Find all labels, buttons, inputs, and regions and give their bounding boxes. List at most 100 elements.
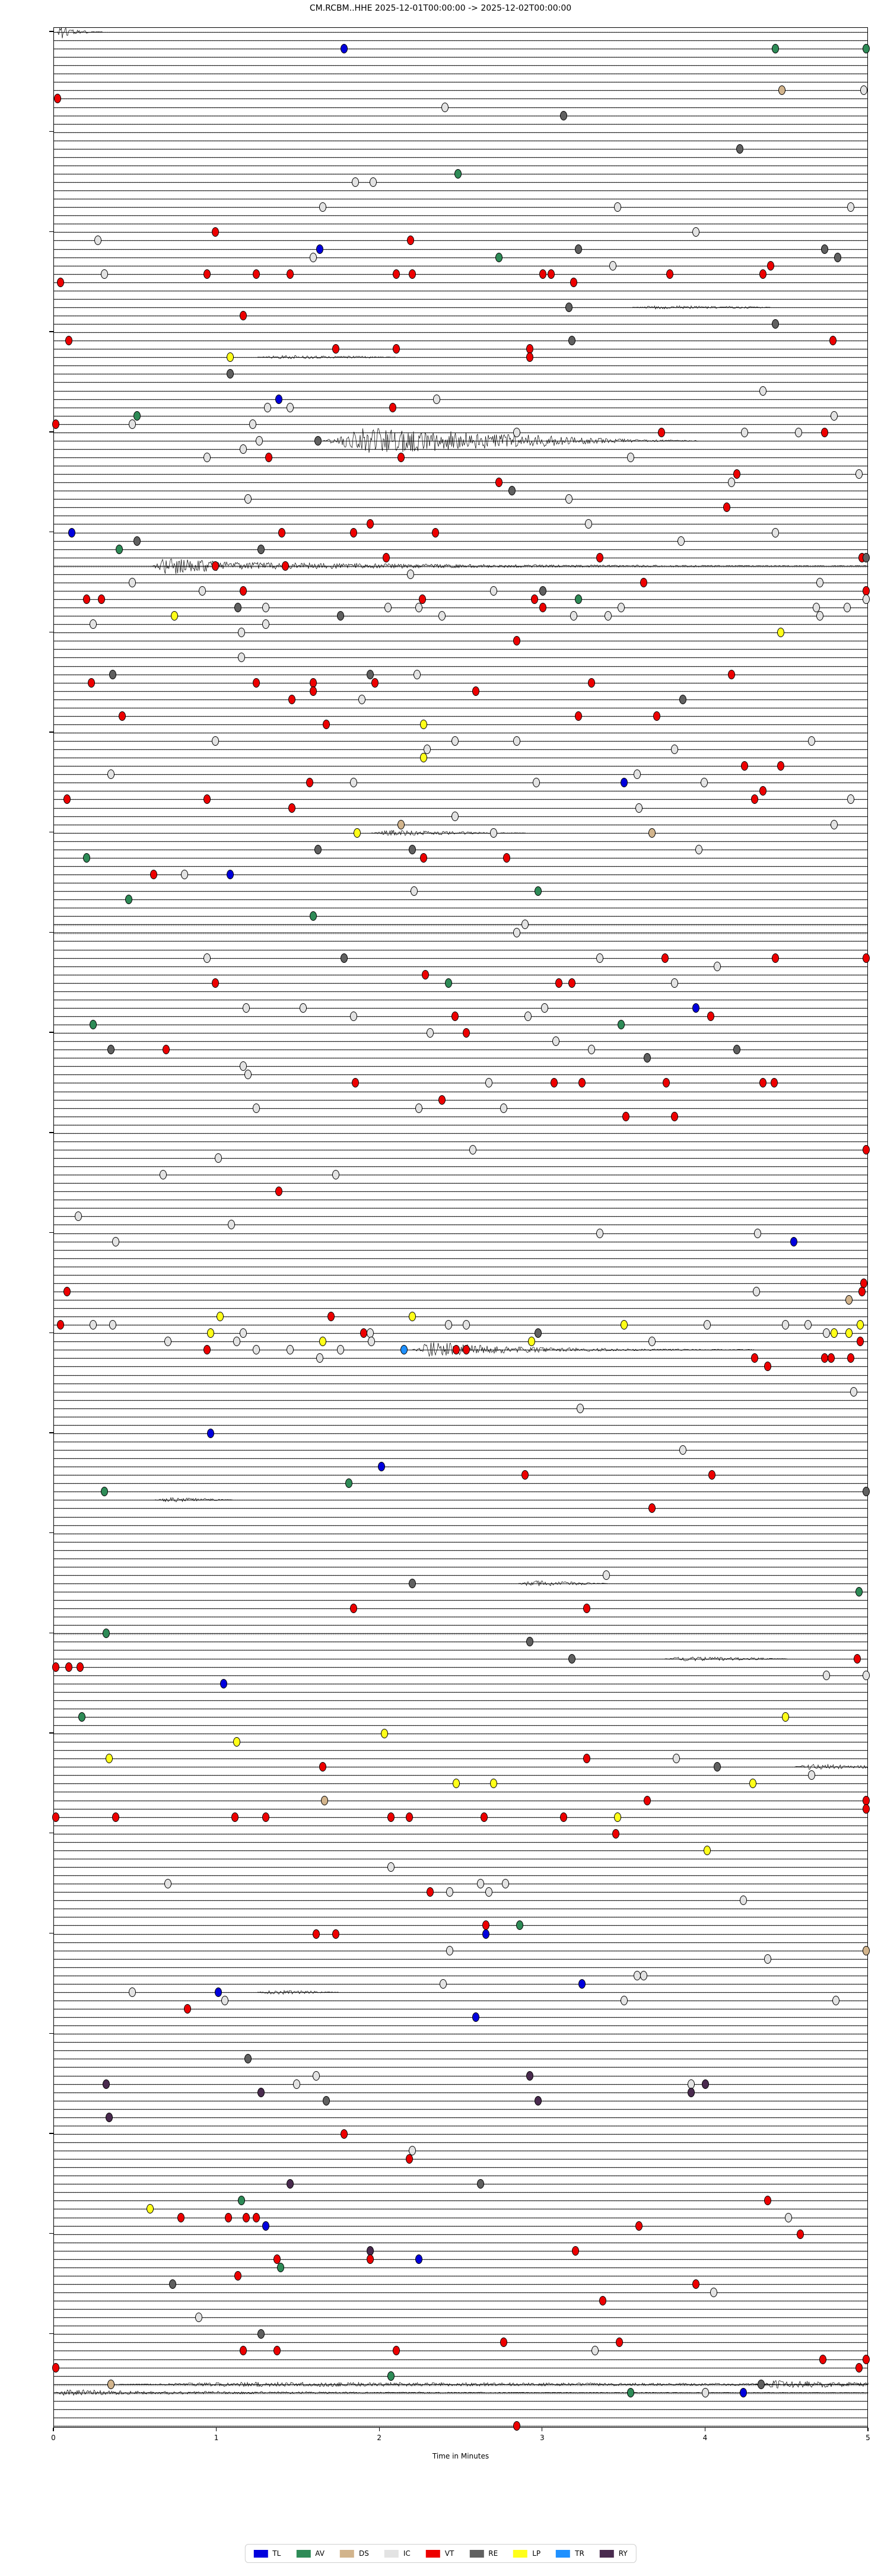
event-marker-vt [583, 1754, 590, 1764]
event-marker-ry [102, 2079, 110, 2089]
trace-row [54, 232, 867, 233]
event-marker-ic [300, 1003, 307, 1013]
event-marker-ic [785, 2212, 793, 2222]
trace-row [54, 240, 867, 241]
event-marker-vt [495, 478, 502, 488]
trace-row [54, 1600, 867, 1601]
event-marker-ds [320, 1795, 328, 1805]
event-marker-ic [262, 619, 269, 629]
trace-row [54, 1550, 867, 1551]
minute-tick-label: 2 [377, 2434, 381, 2442]
event-marker-ic [540, 1003, 548, 1013]
trace-row [54, 691, 867, 692]
event-marker-av [855, 1587, 863, 1597]
trace-row [54, 2292, 867, 2294]
event-marker-vt [547, 269, 555, 279]
event-marker-vt [65, 336, 72, 346]
event-marker-av [133, 411, 141, 421]
event-marker-vt [772, 953, 780, 963]
event-marker-av [627, 2387, 635, 2397]
event-marker-lp [831, 1328, 838, 1338]
event-marker-ic [262, 603, 269, 613]
event-marker-re [834, 252, 841, 262]
event-marker-ic [159, 1170, 167, 1180]
trace-noise [54, 565, 867, 568]
event-marker-ic [252, 1103, 260, 1113]
legend-label: DS [358, 2549, 369, 2558]
event-marker-ic [863, 1670, 870, 1680]
event-marker-re [534, 1328, 542, 1338]
event-marker-lp [453, 1779, 460, 1789]
event-marker-ic [634, 769, 641, 780]
event-marker-ic [847, 794, 854, 804]
event-marker-ic [198, 586, 206, 596]
event-marker-re [314, 844, 322, 854]
event-marker-vt [453, 1345, 460, 1355]
trace-row [54, 1366, 867, 1367]
event-marker-vt [252, 269, 260, 279]
trace-row [54, 1166, 867, 1168]
event-marker-ic [438, 611, 446, 621]
event-marker-ic [228, 1220, 236, 1230]
event-marker-tl [316, 244, 323, 254]
legend-item-av: AV [296, 2549, 325, 2558]
event-marker-vt [150, 869, 157, 879]
trace-row [54, 958, 867, 959]
event-marker-ic [249, 419, 256, 429]
trace-row [54, 2342, 867, 2343]
event-marker-vt [612, 1828, 620, 1839]
event-marker-vt [52, 419, 59, 429]
minute-tick [867, 2428, 869, 2431]
trace-row [54, 1333, 867, 1334]
trace-row [54, 40, 867, 42]
trace-row [54, 249, 867, 250]
event-marker-ds [107, 2379, 115, 2389]
waveform-burst [151, 558, 869, 574]
trace-row [54, 1958, 867, 1960]
event-marker-re [169, 2279, 177, 2289]
event-marker-vt [759, 269, 766, 279]
trace-row [54, 182, 867, 183]
event-marker-ic [427, 1028, 434, 1038]
event-marker-vt [262, 1812, 269, 1822]
event-marker-vt [658, 427, 666, 437]
event-marker-ic [237, 653, 245, 663]
trace-row [54, 549, 867, 550]
trace-row [54, 1258, 867, 1259]
hour-tick [49, 431, 53, 432]
event-marker-re [736, 144, 744, 154]
trace-row [54, 2067, 867, 2068]
waveform-burst [518, 1580, 608, 1586]
event-marker-ic [410, 886, 418, 896]
event-marker-re [107, 1045, 115, 1055]
trace-row [54, 1516, 867, 1518]
event-marker-ic [239, 1061, 247, 1071]
event-marker-ic [831, 819, 838, 829]
event-marker-re [568, 1653, 576, 1664]
event-marker-lp [621, 1320, 628, 1330]
event-marker-re [526, 1637, 533, 1647]
event-marker-ic [490, 586, 498, 596]
trace-row [54, 2309, 867, 2310]
event-marker-vt [863, 1144, 870, 1155]
event-marker-tl [482, 1929, 489, 1939]
trace-row [54, 190, 867, 192]
event-marker-vt [599, 2296, 607, 2306]
event-marker-vt [855, 2362, 863, 2373]
event-marker-vt [52, 1662, 59, 1672]
event-marker-av [102, 1629, 110, 1639]
trace-row [54, 357, 867, 358]
event-marker-vt [287, 269, 294, 279]
event-marker-ic [101, 269, 109, 279]
trace-row [54, 2267, 867, 2268]
event-marker-vt [383, 552, 390, 562]
event-marker-vt [777, 761, 784, 771]
trace-row [54, 1750, 867, 1751]
trace-row [54, 1867, 867, 1868]
event-marker-vt [177, 2212, 185, 2222]
event-marker-vt [427, 1887, 434, 1897]
event-marker-av [617, 1020, 625, 1030]
event-marker-ic [485, 1887, 493, 1897]
event-marker-ic [513, 427, 520, 437]
event-marker-vt [211, 227, 219, 237]
